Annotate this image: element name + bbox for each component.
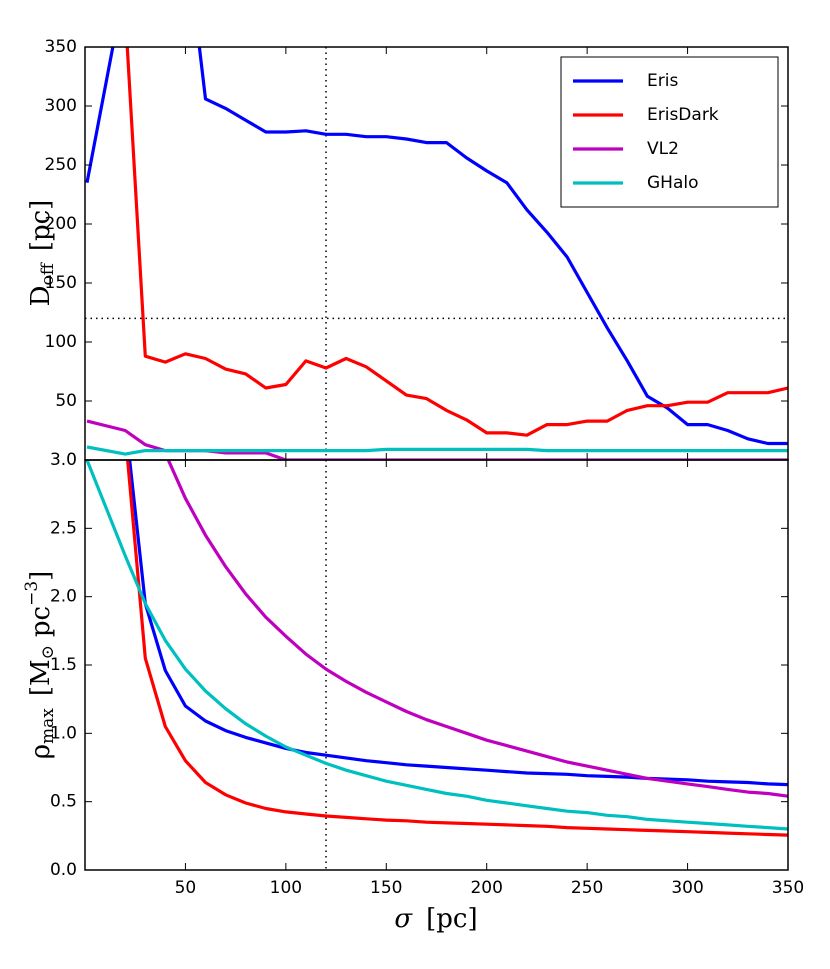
y-tick-label: 350 — [45, 37, 77, 57]
top-plot-area — [85, 47, 788, 460]
x-tick-label: 350 — [772, 878, 804, 898]
legend-label: Eris — [647, 71, 678, 91]
y-tick-label: 0.5 — [50, 792, 77, 812]
x-tick-label: 200 — [470, 878, 502, 898]
axes-frame — [84, 459, 789, 871]
y-tick-label: 1.5 — [50, 655, 77, 675]
x-tick-label: 150 — [370, 878, 402, 898]
x-tick-label: 300 — [671, 878, 703, 898]
y-tick-label: 0.0 — [50, 860, 77, 880]
series-line — [85, 47, 788, 446]
y-axis-label: ρmax[M⊙pc−3] — [22, 571, 58, 760]
y-tick-label: 2.5 — [50, 518, 77, 538]
series-line — [125, 47, 788, 437]
bottom-plot-area — [85, 460, 788, 870]
x-axis-label: σ [pc] — [394, 904, 477, 934]
y-tick-label: 1.0 — [50, 723, 77, 743]
series-line — [86, 445, 788, 456]
x-tick-label: 250 — [571, 878, 603, 898]
legend-label: ErisDark — [647, 105, 719, 125]
series-line — [128, 460, 788, 787]
y-tick-label: 100 — [45, 332, 77, 352]
series-line — [126, 460, 788, 837]
series-line — [86, 419, 788, 460]
y-axis-label: Doff[pc] — [26, 200, 58, 307]
series-line — [166, 460, 788, 798]
y-tick-label: 200 — [45, 214, 77, 234]
y-tick-label: 150 — [45, 273, 77, 293]
x-tick-label: 50 — [175, 878, 197, 898]
y-tick-label: 50 — [55, 391, 77, 411]
y-tick-label: 300 — [45, 96, 77, 116]
legend-label: VL2 — [647, 139, 679, 159]
axes: 50 100 150 200 250 300 350 Eris ErisDark VL2 GHalo… — [45, 37, 805, 898]
legend-label: GHalo — [647, 173, 699, 193]
y-tick-label: 3.0 — [50, 450, 77, 470]
y-tick-label: 2.0 — [50, 587, 77, 607]
x-tick-label: 100 — [270, 878, 302, 898]
series-line — [85, 460, 788, 831]
y-tick-label: 250 — [45, 155, 77, 175]
